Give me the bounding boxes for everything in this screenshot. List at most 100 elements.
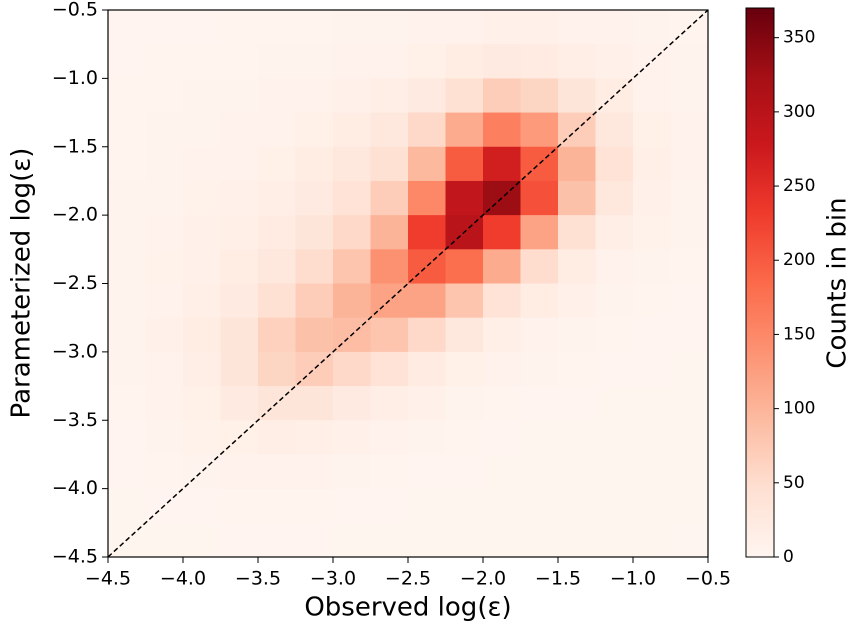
heatmap-cell [183,44,221,79]
heatmap-cell [670,44,709,79]
heatmap-cell [108,351,146,387]
heatmap-cell [183,112,221,148]
heatmap-cell [145,146,184,182]
heatmap-cell [483,317,521,353]
heatmap-cell [558,317,596,353]
heatmap-cell [483,522,521,558]
heatmap-cell [633,249,671,284]
heatmap-cell [633,420,671,455]
heatmap-cell [670,454,709,490]
x-tick-label: −2.0 [460,568,506,590]
heatmap-cell [408,10,446,45]
heatmap-cell [520,454,559,490]
heatmap-cell [183,215,221,250]
y-tick-label: −4.5 [52,546,98,568]
heatmap-cell [445,283,484,319]
heatmap-cell [108,112,146,148]
heatmap-cell [670,215,709,250]
colorbar-tick-label: 250 [783,176,815,196]
heatmap-cell [333,249,371,284]
heatmap-cell [445,78,484,114]
heatmap-cell [145,454,184,490]
heatmap-cell [145,112,184,148]
heatmap-cell [108,386,146,421]
heatmap-cell [633,488,671,524]
heatmap-cell [595,180,634,216]
heatmap-cell [145,44,184,79]
heatmap-cell [295,454,334,490]
heatmap-cell [108,420,146,455]
heatmap-cell [558,180,596,216]
heatmap-cell [295,249,334,284]
heatmap-cell [520,351,559,387]
heatmap-cell [145,283,184,319]
heatmap-cell [333,10,371,45]
heatmap-cell [145,522,184,558]
heatmap-cell [183,146,221,182]
colorbar-tick-label: 150 [783,324,815,344]
heatmap-cell [258,317,296,353]
heatmap-cell [445,488,484,524]
heatmap-cell [258,146,296,182]
heatmap-cell [595,10,634,45]
heatmap-cell [108,44,146,79]
heatmap-cell [370,180,409,216]
x-tick-label: −0.5 [685,568,731,590]
heatmap-cell [670,180,709,216]
heatmap-cell [183,180,221,216]
heatmap-cell [445,522,484,558]
y-tick-label: −2.5 [52,272,98,294]
colorbar-tick-label: 100 [783,399,815,419]
heatmap-cell [558,386,596,421]
heatmap-cell [370,146,409,182]
heatmap-cell [595,454,634,490]
heatmap-cell [333,454,371,490]
x-tick-label: −3.0 [310,568,356,590]
heatmap-cell [595,317,634,353]
heatmap-cell [558,249,596,284]
heatmap-cell [408,44,446,79]
y-tick-label: −2.0 [52,204,98,226]
heatmap-cell [408,146,446,182]
heatmap-cell [408,112,446,148]
heatmap-cell [670,522,709,558]
heatmap-cell [108,454,146,490]
x-tick-label: −4.5 [85,568,131,590]
heatmap-cell [108,180,146,216]
heatmap-cell [633,10,671,45]
heatmap-cell [483,78,521,114]
heatmap-cell [558,215,596,250]
heatmap-cell [295,180,334,216]
heatmap-cell [108,317,146,353]
heatmap-cell [220,317,259,353]
heatmap-cell [408,283,446,319]
heatmap-cell [220,351,259,387]
heatmap-cell [183,386,221,421]
heatmap-cell [258,283,296,319]
heatmap-cell [145,317,184,353]
heatmap-cell [145,78,184,114]
heatmap-cell [483,351,521,387]
heatmap-cell [370,386,409,421]
heatmap-cell [520,488,559,524]
heatmap-cell [520,522,559,558]
heatmap-cell [220,488,259,524]
heatmap-cell [108,78,146,114]
y-tick-label: −3.5 [52,409,98,431]
heatmap-cell [520,44,559,79]
heatmap-cell [220,522,259,558]
heatmap-cell [108,10,146,45]
heatmap-cell [258,249,296,284]
heatmap-cell [483,215,521,250]
heatmap-cell [445,249,484,284]
heatmap-cell [370,112,409,148]
heatmap-cell [258,180,296,216]
heatmap-cell [295,522,334,558]
heatmap-cell [108,488,146,524]
heatmap-cell [333,146,371,182]
heatmap-cell [183,522,221,558]
y-tick-label: −4.0 [52,477,98,499]
heatmap-cell [633,351,671,387]
heatmap-cell [220,454,259,490]
